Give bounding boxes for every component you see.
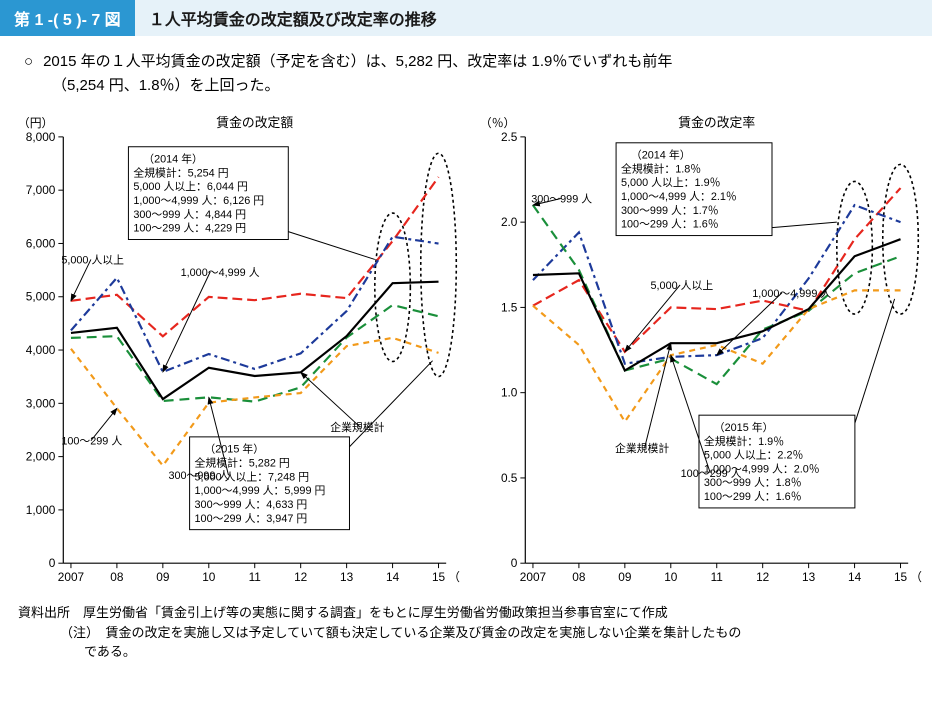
svg-text:全規模計：5,282 円: 全規模計：5,282 円 xyxy=(195,455,290,469)
summary-text: ○ 2015 年の１人平均賃金の改定額（予定を含む）は、5,282 円、改定率は… xyxy=(0,50,932,98)
svg-text:（2014 年）: （2014 年） xyxy=(631,148,691,162)
svg-text:8,000: 8,000 xyxy=(26,130,56,144)
svg-text:1.5: 1.5 xyxy=(501,300,518,314)
svg-text:13: 13 xyxy=(340,570,354,584)
svg-text:5,000 人以上：6,044 円: 5,000 人以上：6,044 円 xyxy=(133,180,248,193)
svg-text:15: 15 xyxy=(432,570,446,584)
svg-text:100～299 人: 100～299 人 xyxy=(61,435,122,448)
svg-text:4,000: 4,000 xyxy=(26,343,56,357)
figure-number: 第 1 -( 5 )- 7 図 xyxy=(0,0,135,36)
svg-text:2,000: 2,000 xyxy=(26,450,56,464)
annot-box: （2014 年）全規模計：1.8％5,000 人以上：1.9％1,000～4,9… xyxy=(616,143,772,236)
svg-text:300～999 人：4,633 円: 300～999 人：4,633 円 xyxy=(195,498,308,511)
summary-bullet: ○ xyxy=(24,50,33,74)
svg-text:（％）: （％） xyxy=(480,116,515,130)
svg-text:300～999 人：4,844 円: 300～999 人：4,844 円 xyxy=(133,208,246,221)
svg-text:12: 12 xyxy=(756,570,769,584)
svg-text:1,000～4,999 人: 1,000～4,999 人 xyxy=(752,287,831,300)
svg-text:14: 14 xyxy=(386,570,400,584)
svg-text:7,000: 7,000 xyxy=(26,183,56,197)
svg-text:300～999 人：1.7％: 300～999 人：1.7％ xyxy=(621,204,719,217)
svg-text:全規模計：5,254 円: 全規模計：5,254 円 xyxy=(133,165,228,179)
svg-text:0.5: 0.5 xyxy=(501,471,518,485)
svg-text:100～299 人：4,229 円: 100～299 人：4,229 円 xyxy=(133,222,246,235)
svg-text:1,000～4,999 人: 1,000～4,999 人 xyxy=(181,266,260,279)
svg-text:10: 10 xyxy=(202,570,216,584)
svg-text:賃金の改定率: 賃金の改定率 xyxy=(678,115,755,130)
chart-right-cell: （％） 賃金の改定率 0 0.5 1.0 1.5 2.0 2.5 2007 08 09 10 11 12 1… xyxy=(472,106,922,603)
source-note-line1: （注） 賃金の改定を実施し又は予定していて額も決定している企業及び賃金の改定を実… xyxy=(18,623,914,643)
svg-text:100～299 人：1.6％: 100～299 人：1.6％ xyxy=(704,490,802,503)
annot-box: （2015 年）全規模計：5,282 円5,000 人以上：7,248 円1,0… xyxy=(190,437,350,530)
svg-text:08: 08 xyxy=(572,570,586,584)
svg-text:（2015 年）: （2015 年） xyxy=(714,420,774,434)
svg-text:2.0: 2.0 xyxy=(501,215,518,229)
svg-text:2007: 2007 xyxy=(58,570,84,584)
svg-text:13: 13 xyxy=(802,570,816,584)
svg-text:300～999 人: 300～999 人 xyxy=(531,192,592,205)
svg-text:5,000: 5,000 xyxy=(26,290,56,304)
figure-header: 第 1 -( 5 )- 7 図 １人平均賃金の改定額及び改定率の推移 xyxy=(0,0,932,36)
svg-text:（年）: （年） xyxy=(910,570,922,584)
svg-text:09: 09 xyxy=(156,570,170,584)
svg-text:1,000～4,999 人：2.1％: 1,000～4,999 人：2.1％ xyxy=(621,190,737,203)
annot-box: （2014 年）全規模計：5,254 円5,000 人以上：6,044 円1,0… xyxy=(128,147,288,240)
chart-left-cell: （円） 賃金の改定額 0 1,000 2,000 3,000 4,000 5,000 6,000… xyxy=(10,106,460,603)
source-note-line2: である。 xyxy=(18,642,914,662)
summary-line2: （5,254 円、1.8％）を上回った。 xyxy=(24,74,908,98)
svg-text:3,000: 3,000 xyxy=(26,396,56,410)
svg-text:12: 12 xyxy=(294,570,307,584)
charts-row: （円） 賃金の改定額 0 1,000 2,000 3,000 4,000 5,000 6,000… xyxy=(0,106,932,603)
svg-text:0: 0 xyxy=(511,556,518,570)
svg-text:100～299 人：1.6％: 100～299 人：1.6％ xyxy=(621,218,719,231)
svg-text:1.0: 1.0 xyxy=(501,386,518,400)
svg-text:1,000: 1,000 xyxy=(26,503,56,517)
svg-text:6,000: 6,000 xyxy=(26,236,56,250)
chart-right: （％） 賃金の改定率 0 0.5 1.0 1.5 2.0 2.5 2007 08 09 10 11 12 1… xyxy=(472,106,922,600)
svg-text:300～999 人: 300～999 人 xyxy=(168,469,229,482)
svg-text:14: 14 xyxy=(848,570,862,584)
svg-text:2007: 2007 xyxy=(520,570,546,584)
svg-text:100～299 人：3,947 円: 100～299 人：3,947 円 xyxy=(195,512,308,525)
svg-text:5,000 人以上: 5,000 人以上 xyxy=(61,253,124,266)
source-block: 資料出所 厚生労働省「賃金引上げ等の実態に関する調査」をもとに厚生労働省労働政策… xyxy=(0,603,932,662)
annot-box: （2015 年）全規模計：1.9％5,000 人以上：2.2％1,000～4,9… xyxy=(699,415,855,508)
svg-text:5,000 人以上：2.2％: 5,000 人以上：2.2％ xyxy=(704,449,803,462)
svg-text:5,000 人以上：1.9％: 5,000 人以上：1.9％ xyxy=(621,176,720,189)
svg-text:11: 11 xyxy=(249,570,261,584)
svg-text:08: 08 xyxy=(110,570,124,584)
svg-text:（年）: （年） xyxy=(448,570,460,584)
svg-text:11: 11 xyxy=(711,570,723,584)
svg-text:全規模計：1.8％: 全規模計：1.8％ xyxy=(621,161,701,175)
svg-text:賃金の改定額: 賃金の改定額 xyxy=(216,115,293,130)
svg-text:1,000～4,999 人：6,126 円: 1,000～4,999 人：6,126 円 xyxy=(133,194,264,207)
summary-line1: 2015 年の１人平均賃金の改定額（予定を含む）は、5,282 円、改定率は 1… xyxy=(43,50,672,74)
svg-text:1,000～4,999 人：5,999 円: 1,000～4,999 人：5,999 円 xyxy=(195,484,326,497)
svg-text:企業規模計: 企業規模計 xyxy=(330,420,384,434)
svg-text:15: 15 xyxy=(894,570,908,584)
chart-left: （円） 賃金の改定額 0 1,000 2,000 3,000 4,000 5,000 6,000… xyxy=(10,106,460,600)
svg-text:2.5: 2.5 xyxy=(501,130,518,144)
svg-text:（円）: （円） xyxy=(18,116,53,130)
svg-text:全規模計：1.9％: 全規模計：1.9％ xyxy=(704,434,784,448)
figure-title: １人平均賃金の改定額及び改定率の推移 xyxy=(135,0,932,36)
svg-text:企業規模計: 企業規模計 xyxy=(615,441,669,455)
svg-text:0: 0 xyxy=(49,556,56,570)
svg-text:5,000 人以上: 5,000 人以上 xyxy=(651,279,714,292)
svg-text:100～299 人: 100～299 人 xyxy=(681,467,742,480)
svg-text:09: 09 xyxy=(618,570,632,584)
source-line1: 資料出所 厚生労働省「賃金引上げ等の実態に関する調査」をもとに厚生労働省労働政策… xyxy=(18,603,914,623)
svg-text:（2014 年）: （2014 年） xyxy=(143,152,203,166)
svg-text:10: 10 xyxy=(664,570,678,584)
svg-text:（2015 年）: （2015 年） xyxy=(204,442,264,456)
